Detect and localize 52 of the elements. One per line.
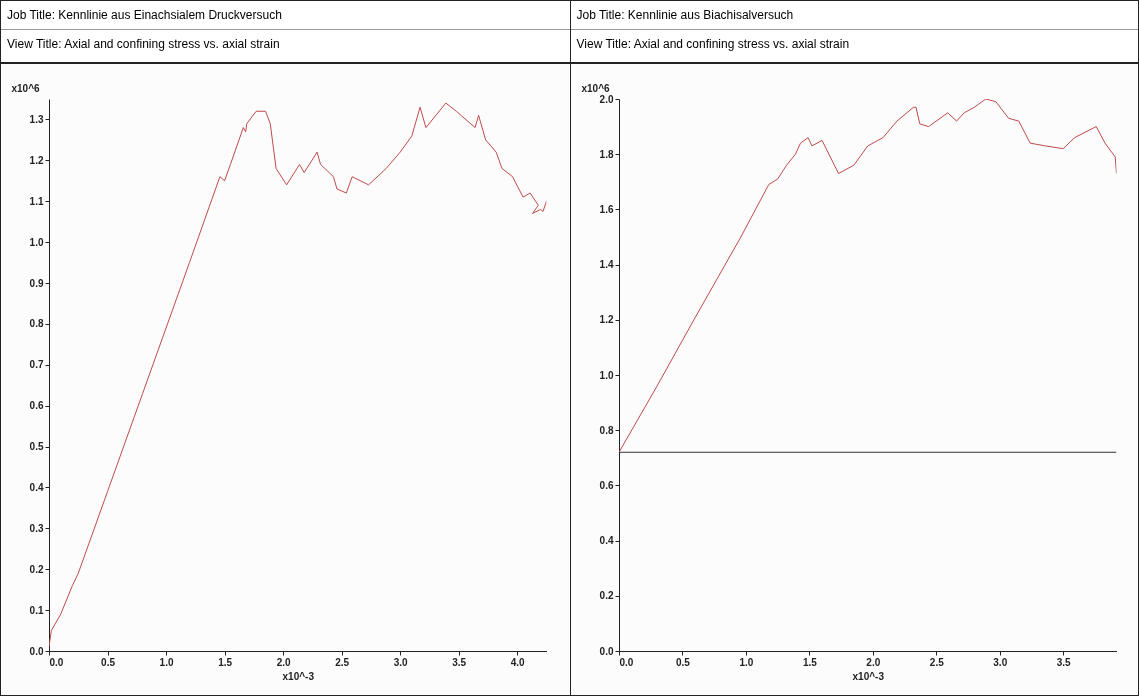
x-tick-label: 2.0 bbox=[276, 656, 291, 668]
y-tick-label: 0.0 bbox=[599, 645, 614, 657]
y-tick-label: 0.6 bbox=[29, 400, 44, 412]
x-tick-label: 1.5 bbox=[802, 656, 817, 668]
y-axis-title: x10^6 bbox=[581, 82, 610, 94]
y-tick-label: 0.4 bbox=[29, 481, 44, 493]
chart-title: Job Title: Kennlinie aus Biachisalversuch bbox=[570, 1, 1138, 30]
x-tick-label: 0.0 bbox=[619, 656, 634, 668]
y-tick-label: 0.2 bbox=[29, 563, 44, 575]
y-tick-label: 2.0 bbox=[599, 93, 614, 105]
x-tick-label: 3.0 bbox=[393, 656, 409, 668]
x-tick-label: 0.5 bbox=[101, 656, 116, 668]
y-tick-label: 0.8 bbox=[599, 424, 614, 436]
line-series bbox=[618, 99, 1116, 453]
y-tick-label: 1.4 bbox=[599, 259, 614, 271]
x-tick-label: 1.0 bbox=[738, 656, 754, 668]
x-tick-label: 2.5 bbox=[335, 656, 350, 668]
y-tick-label: 1.8 bbox=[599, 148, 614, 160]
y-tick-label: 0.2 bbox=[599, 590, 614, 602]
y-tick-label: 1.1 bbox=[29, 195, 44, 207]
chart-subtitle: View Title: Axial and confining stress vs. axial strain bbox=[1, 30, 570, 64]
line-series bbox=[49, 102, 547, 648]
y-tick-label: 0.8 bbox=[29, 318, 44, 330]
x-tick-label: 2.0 bbox=[865, 656, 881, 668]
chart-title: Job Title: Kennlinie aus Einachsialem Druckversuch bbox=[1, 1, 570, 30]
x-tick-label: 1.5 bbox=[218, 656, 233, 668]
y-tick-label: 1.6 bbox=[599, 203, 614, 215]
y-tick-label: 0.4 bbox=[599, 535, 614, 547]
y-tick-label: 0.7 bbox=[29, 359, 44, 371]
x-tick-label: 3.5 bbox=[1056, 656, 1071, 668]
y-tick-label: 1.0 bbox=[599, 369, 614, 381]
y-tick-label: 0.0 bbox=[29, 645, 44, 657]
y-tick-label: 0.5 bbox=[29, 441, 44, 453]
y-tick-label: 1.0 bbox=[29, 236, 44, 248]
x-tick-label: 0.0 bbox=[49, 656, 64, 668]
x-tick-label: 4.0 bbox=[510, 656, 526, 668]
y-tick-label: 1.2 bbox=[29, 154, 44, 166]
y-tick-label: 0.1 bbox=[29, 604, 44, 616]
y-tick-label: 1.3 bbox=[29, 113, 44, 125]
x-axis-title: x10^-3 bbox=[282, 670, 315, 682]
y-tick-label: 0.9 bbox=[29, 277, 44, 289]
y-tick-label: 1.2 bbox=[599, 314, 614, 326]
x-tick-label: 2.5 bbox=[929, 656, 944, 668]
x-tick-label: 3.0 bbox=[992, 656, 1008, 668]
x-tick-label: 0.5 bbox=[675, 656, 690, 668]
chart-subtitle: View Title: Axial and confining stress vs. axial strain bbox=[570, 30, 1138, 64]
y-axis-title: x10^6 bbox=[11, 82, 41, 94]
y-tick-label: 0.6 bbox=[599, 479, 614, 491]
x-tick-label: 1.0 bbox=[159, 656, 174, 668]
y-tick-label: 0.3 bbox=[29, 522, 44, 534]
x-axis-title: x10^-3 bbox=[852, 670, 884, 682]
x-tick-label: 3.5 bbox=[452, 656, 467, 668]
